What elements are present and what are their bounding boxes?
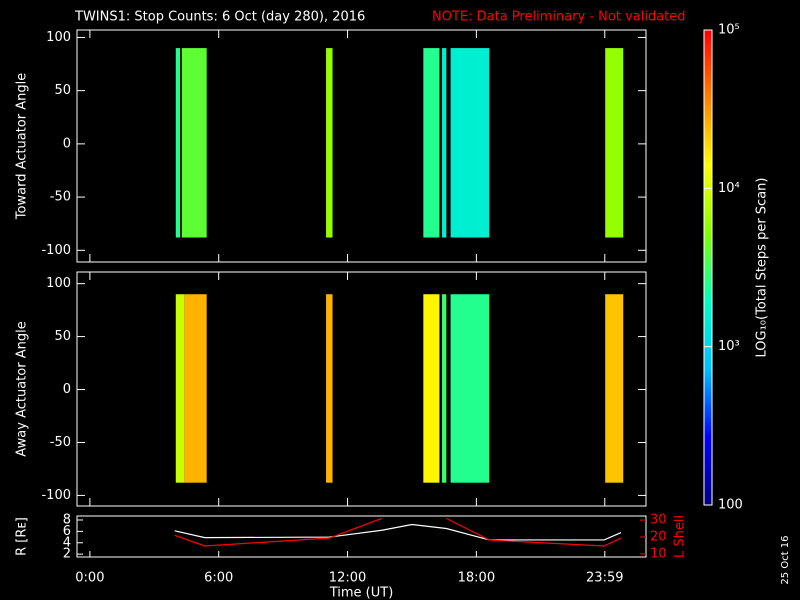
spectrogram-strip <box>423 48 440 238</box>
spectrogram-strip <box>181 48 207 238</box>
y-tick-label: -100 <box>41 243 71 258</box>
y-tick-label: 4 <box>63 535 71 550</box>
y-tick-label: 100 <box>46 276 71 291</box>
plot-frame <box>76 271 647 507</box>
y2-tick-label: 20 <box>650 530 667 545</box>
spectrogram-strip <box>450 294 490 483</box>
y-tick-label: -50 <box>50 190 71 205</box>
y2-axis-label: L Shell <box>673 515 688 558</box>
spectrogram-strip <box>326 48 333 238</box>
colorbar-tick-label: 10⁵ <box>718 23 740 38</box>
x-tick-label: 0:00 <box>75 571 104 586</box>
y2-tick-label: 10 <box>650 546 667 561</box>
y-tick-label: -50 <box>50 435 71 450</box>
y-tick-label: 2 <box>63 547 71 562</box>
plot-frame <box>76 29 647 263</box>
spectrogram-strip <box>442 294 447 483</box>
spectrogram-strip <box>442 48 447 238</box>
spectrogram-strip <box>175 48 181 238</box>
colorbar-tick-label: 10⁴ <box>718 181 740 196</box>
line-group <box>174 517 622 547</box>
y-axis-label: Toward Actuator Angle <box>15 73 30 220</box>
x-axis-label: Time (UT) <box>329 586 394 600</box>
spectrogram-strip <box>423 294 440 483</box>
y-tick-label: 6 <box>63 524 71 539</box>
y-tick-label: -100 <box>41 488 71 503</box>
spectrogram-strip <box>605 48 624 238</box>
y-axis-label: R [Rᴇ] <box>15 517 30 556</box>
colorbar-tick-label: 10³ <box>718 339 740 354</box>
x-tick-label: 12:00 <box>329 571 366 586</box>
series-line <box>174 523 622 541</box>
plot-frame <box>76 515 647 558</box>
x-tick-label: 18:00 <box>458 571 495 586</box>
spectrogram-strip <box>326 294 333 483</box>
series-line <box>174 517 383 547</box>
y2-tick-label: 30 <box>650 513 667 528</box>
chart-subtitle: NOTE: Data Preliminary - Not validated <box>432 10 686 25</box>
y-tick-label: 0 <box>63 136 71 151</box>
spectrogram-strip <box>175 294 185 483</box>
series-line <box>446 517 622 547</box>
spectrogram-strip <box>184 294 207 483</box>
x-tick-label: 23:59 <box>586 571 623 586</box>
y-tick-label: 100 <box>46 30 71 45</box>
x-tick-label: 6:00 <box>204 571 233 586</box>
date-stamp: 25 Oct 16 <box>780 535 791 584</box>
spectrogram-strip <box>605 294 624 483</box>
colorbar <box>703 29 713 506</box>
y-tick-label: 50 <box>54 329 71 344</box>
y-tick-label: 8 <box>63 512 71 527</box>
y-tick-label: 50 <box>54 83 71 98</box>
colorbar-tick-label: 100 <box>718 498 743 513</box>
colorbar-label: LOG₁₀(Total Steps per Scan) <box>755 178 770 358</box>
chart-title: TWINS1: Stop Counts: 6 Oct (day 280), 20… <box>74 10 365 25</box>
y-axis-label: Away Actuator Angle <box>15 321 30 456</box>
y-tick-label: 0 <box>63 382 71 397</box>
spectrogram-strip <box>450 48 490 238</box>
